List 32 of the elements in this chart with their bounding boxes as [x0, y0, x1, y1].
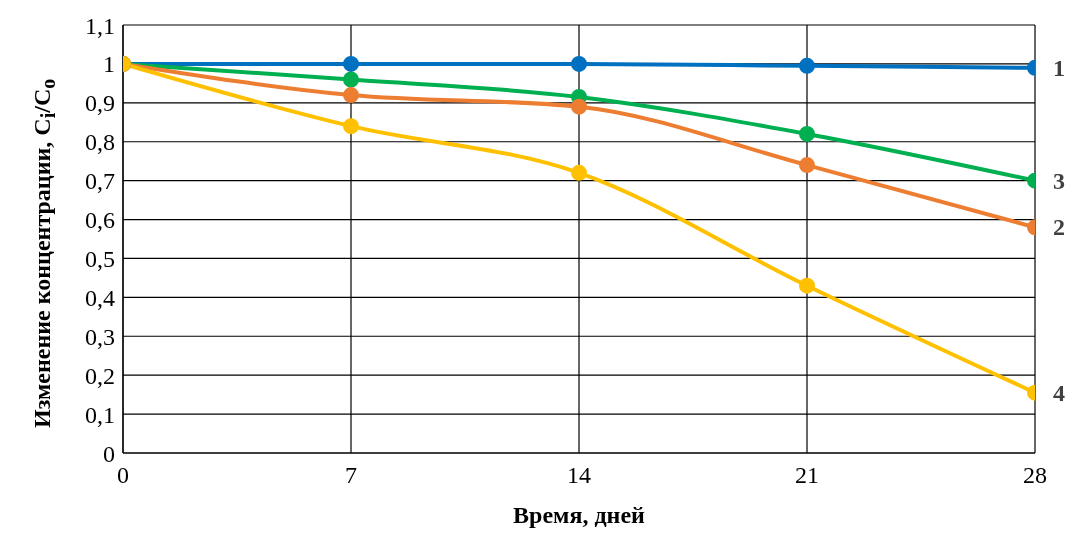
x-tick-label: 28	[1023, 462, 1047, 488]
y-tick-label: 0,1	[85, 401, 115, 428]
point	[343, 55, 359, 72]
x-tick-label: 21	[795, 462, 819, 488]
series-label: 4	[1053, 379, 1065, 406]
y-tick-label: 0,6	[85, 207, 115, 234]
point	[571, 55, 587, 72]
point	[571, 98, 587, 115]
y-tick-label: 0,2	[85, 362, 115, 389]
point	[343, 118, 359, 135]
series-label: 3	[1053, 167, 1065, 194]
point	[343, 87, 359, 104]
series-label: 1	[1053, 54, 1065, 81]
x-axis-title: Время, дней	[513, 502, 646, 528]
point	[343, 71, 359, 88]
y-tick-label: 0,4	[85, 284, 115, 311]
point	[571, 164, 587, 181]
point	[799, 157, 815, 174]
y-tick-label: 0,9	[85, 90, 115, 117]
point	[799, 277, 815, 294]
y-tick-label: 1,1	[85, 12, 115, 39]
x-tick-label: 14	[567, 462, 591, 488]
y-tick-label: 0,5	[85, 245, 115, 272]
y-tick-label: 0	[103, 440, 115, 467]
x-tick-label: 7	[345, 462, 357, 488]
point	[799, 57, 815, 74]
series-label: 2	[1053, 214, 1065, 241]
y-tick-label: 0,7	[85, 168, 115, 195]
y-tick-label: 0,8	[85, 129, 115, 156]
y-tick-label: 1	[103, 51, 115, 78]
point	[799, 125, 815, 142]
y-tick-label: 0,3	[85, 323, 115, 350]
